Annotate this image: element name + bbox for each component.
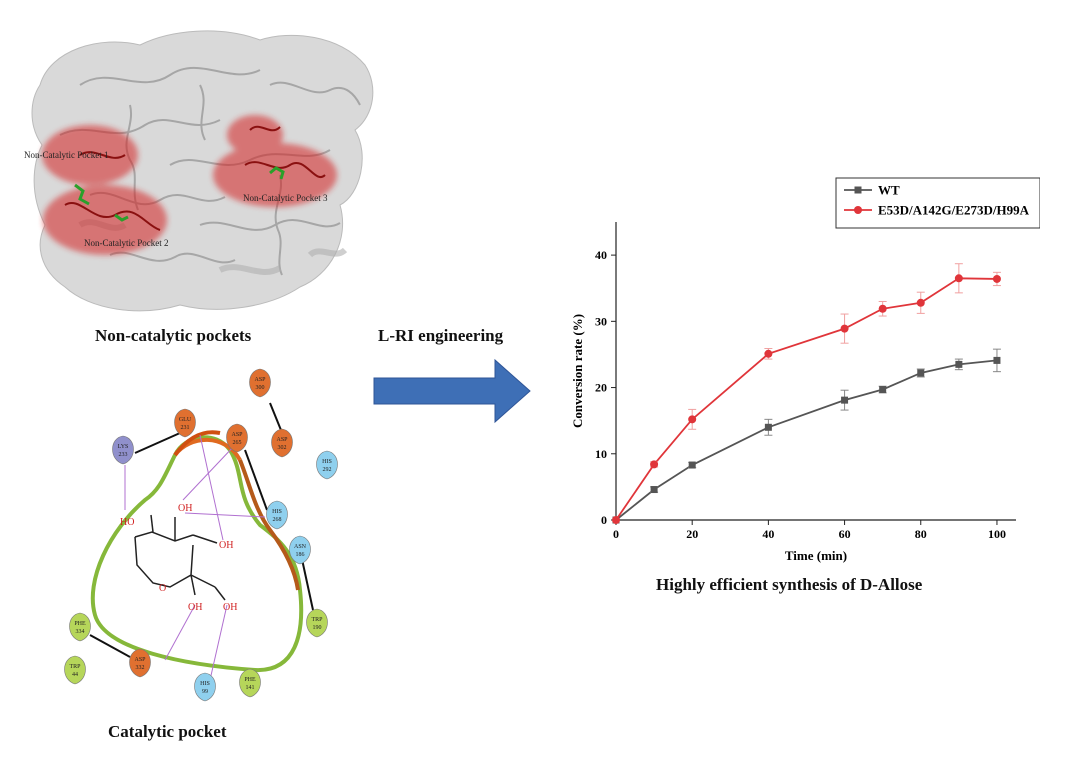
pocket-label-2: Non-Catalytic Pocket 2 (84, 238, 169, 248)
ligand-label-oh-3: OH (188, 602, 202, 613)
residue-glu-231: GLU 231 (174, 408, 196, 438)
svg-text:141: 141 (246, 685, 255, 691)
x-tick-label: 60 (839, 527, 851, 541)
legend-marker (854, 186, 862, 194)
data-point (917, 369, 925, 377)
legend-label: WT (878, 183, 900, 198)
data-point (879, 386, 887, 394)
svg-text:TRP: TRP (311, 617, 323, 623)
data-point (993, 356, 1001, 364)
structure-caption: Non-catalytic pockets (95, 326, 252, 345)
svg-text:190: 190 (313, 625, 322, 631)
data-point (955, 360, 963, 368)
y-axis-label: Conversion rate (%) (570, 314, 585, 428)
svg-text:265: 265 (233, 440, 242, 446)
data-point (612, 516, 620, 524)
pocket-label-1: Non-Catalytic Pocket 1 (24, 150, 109, 160)
svg-text:44: 44 (72, 672, 78, 678)
data-point (916, 298, 925, 307)
data-point (650, 486, 658, 494)
pocket-label-3: Non-Catalytic Pocket 3 (243, 193, 328, 203)
svg-text:231: 231 (181, 425, 190, 431)
ligand-label-oh-2: OH (219, 540, 233, 551)
residue-his-268: HIS 268 (266, 500, 288, 530)
svg-text:PHE: PHE (74, 621, 86, 627)
data-point (878, 304, 887, 313)
arrow-label: L-RI engineering (378, 326, 504, 345)
residue-asp-300: ASP 300 (249, 368, 271, 398)
svg-text:ASP: ASP (276, 437, 288, 443)
residue-his-292: HIS 292 (316, 450, 338, 480)
svg-text:334: 334 (76, 629, 85, 635)
chart-caption: Highly efficient synthesis of D-Allose (656, 575, 923, 594)
residue-trp-190: TRP 190 (306, 608, 328, 638)
svg-text:PHE: PHE (244, 677, 256, 683)
x-tick-label: 20 (686, 527, 698, 541)
svg-text:233: 233 (119, 452, 128, 458)
ligand-label-oh-1: OH (178, 503, 192, 514)
residue-trp-44: TRP 44 (64, 655, 86, 685)
residue-asp-332: ASP 332 (129, 648, 151, 678)
ligand-label-ho: HO (120, 517, 134, 528)
ligand-label-o: O (159, 583, 166, 594)
svg-text:TRP: TRP (69, 664, 81, 670)
data-point (841, 396, 849, 404)
data-point (764, 349, 773, 358)
svg-text:HIS: HIS (322, 459, 332, 465)
residue-asp-302: ASP 302 (271, 428, 293, 458)
svg-text:292: 292 (323, 467, 332, 473)
ligand-label-oh-4: OH (223, 602, 237, 613)
y-tick-label: 10 (595, 447, 607, 461)
data-point (992, 274, 1001, 283)
data-point (840, 324, 849, 333)
svg-text:ASP: ASP (134, 657, 146, 663)
legend-marker (854, 206, 862, 214)
svg-text:186: 186 (296, 552, 305, 558)
svg-text:ASP: ASP (231, 432, 243, 438)
x-tick-label: 100 (988, 527, 1006, 541)
right-arrow (372, 358, 534, 424)
svg-text:268: 268 (273, 517, 282, 523)
y-tick-label: 20 (595, 381, 607, 395)
interaction-diagram: HO OH OH O OH OH ASP 300 ASP 302 GLU 231 ASP 26… (64, 368, 338, 702)
y-tick-label: 30 (595, 314, 607, 328)
residue-lys-233: LYS 233 (112, 435, 134, 465)
series-line-0 (615, 359, 998, 521)
data-point (688, 415, 697, 424)
residue-his-99: HIS 99 (194, 672, 216, 702)
svg-text:GLU: GLU (179, 417, 192, 423)
residue-phe-141: PHE 141 (239, 668, 261, 698)
x-axis-label: Time (min) (785, 548, 847, 563)
conversion-chart: 0 20 40 60 80 100 0 10 20 30 40 Time (min) Conversio… (570, 177, 1040, 563)
svg-text:332: 332 (136, 665, 145, 671)
svg-text:ASN: ASN (294, 544, 307, 550)
svg-text:302: 302 (278, 445, 287, 451)
residue-phe-334: PHE 334 (69, 612, 91, 642)
legend-label: E53D/A142G/E273D/H99A (878, 203, 1030, 218)
legend: WT E53D/A142G/E273D/H99A (835, 177, 1040, 229)
svg-text:HIS: HIS (200, 681, 210, 687)
svg-text:LYS: LYS (118, 444, 129, 450)
residue-asn-186: ASN 186 (289, 535, 311, 565)
x-tick-label: 40 (762, 527, 774, 541)
data-point (688, 461, 696, 469)
interaction-caption: Catalytic pocket (108, 722, 227, 741)
series-line-1 (615, 277, 997, 521)
data-point (650, 460, 659, 469)
residue-asp-265: ASP 265 (226, 423, 248, 453)
svg-text:ASP: ASP (254, 377, 266, 383)
data-point (954, 274, 963, 283)
svg-text:99: 99 (202, 689, 208, 695)
y-tick-label: 0 (601, 513, 607, 527)
svg-text:300: 300 (256, 385, 265, 391)
data-point (764, 423, 772, 431)
x-tick-label: 0 (613, 527, 619, 541)
protein-structure-image (20, 25, 380, 317)
x-tick-label: 80 (915, 527, 927, 541)
svg-text:HIS: HIS (272, 509, 282, 515)
y-tick-label: 40 (595, 248, 607, 262)
